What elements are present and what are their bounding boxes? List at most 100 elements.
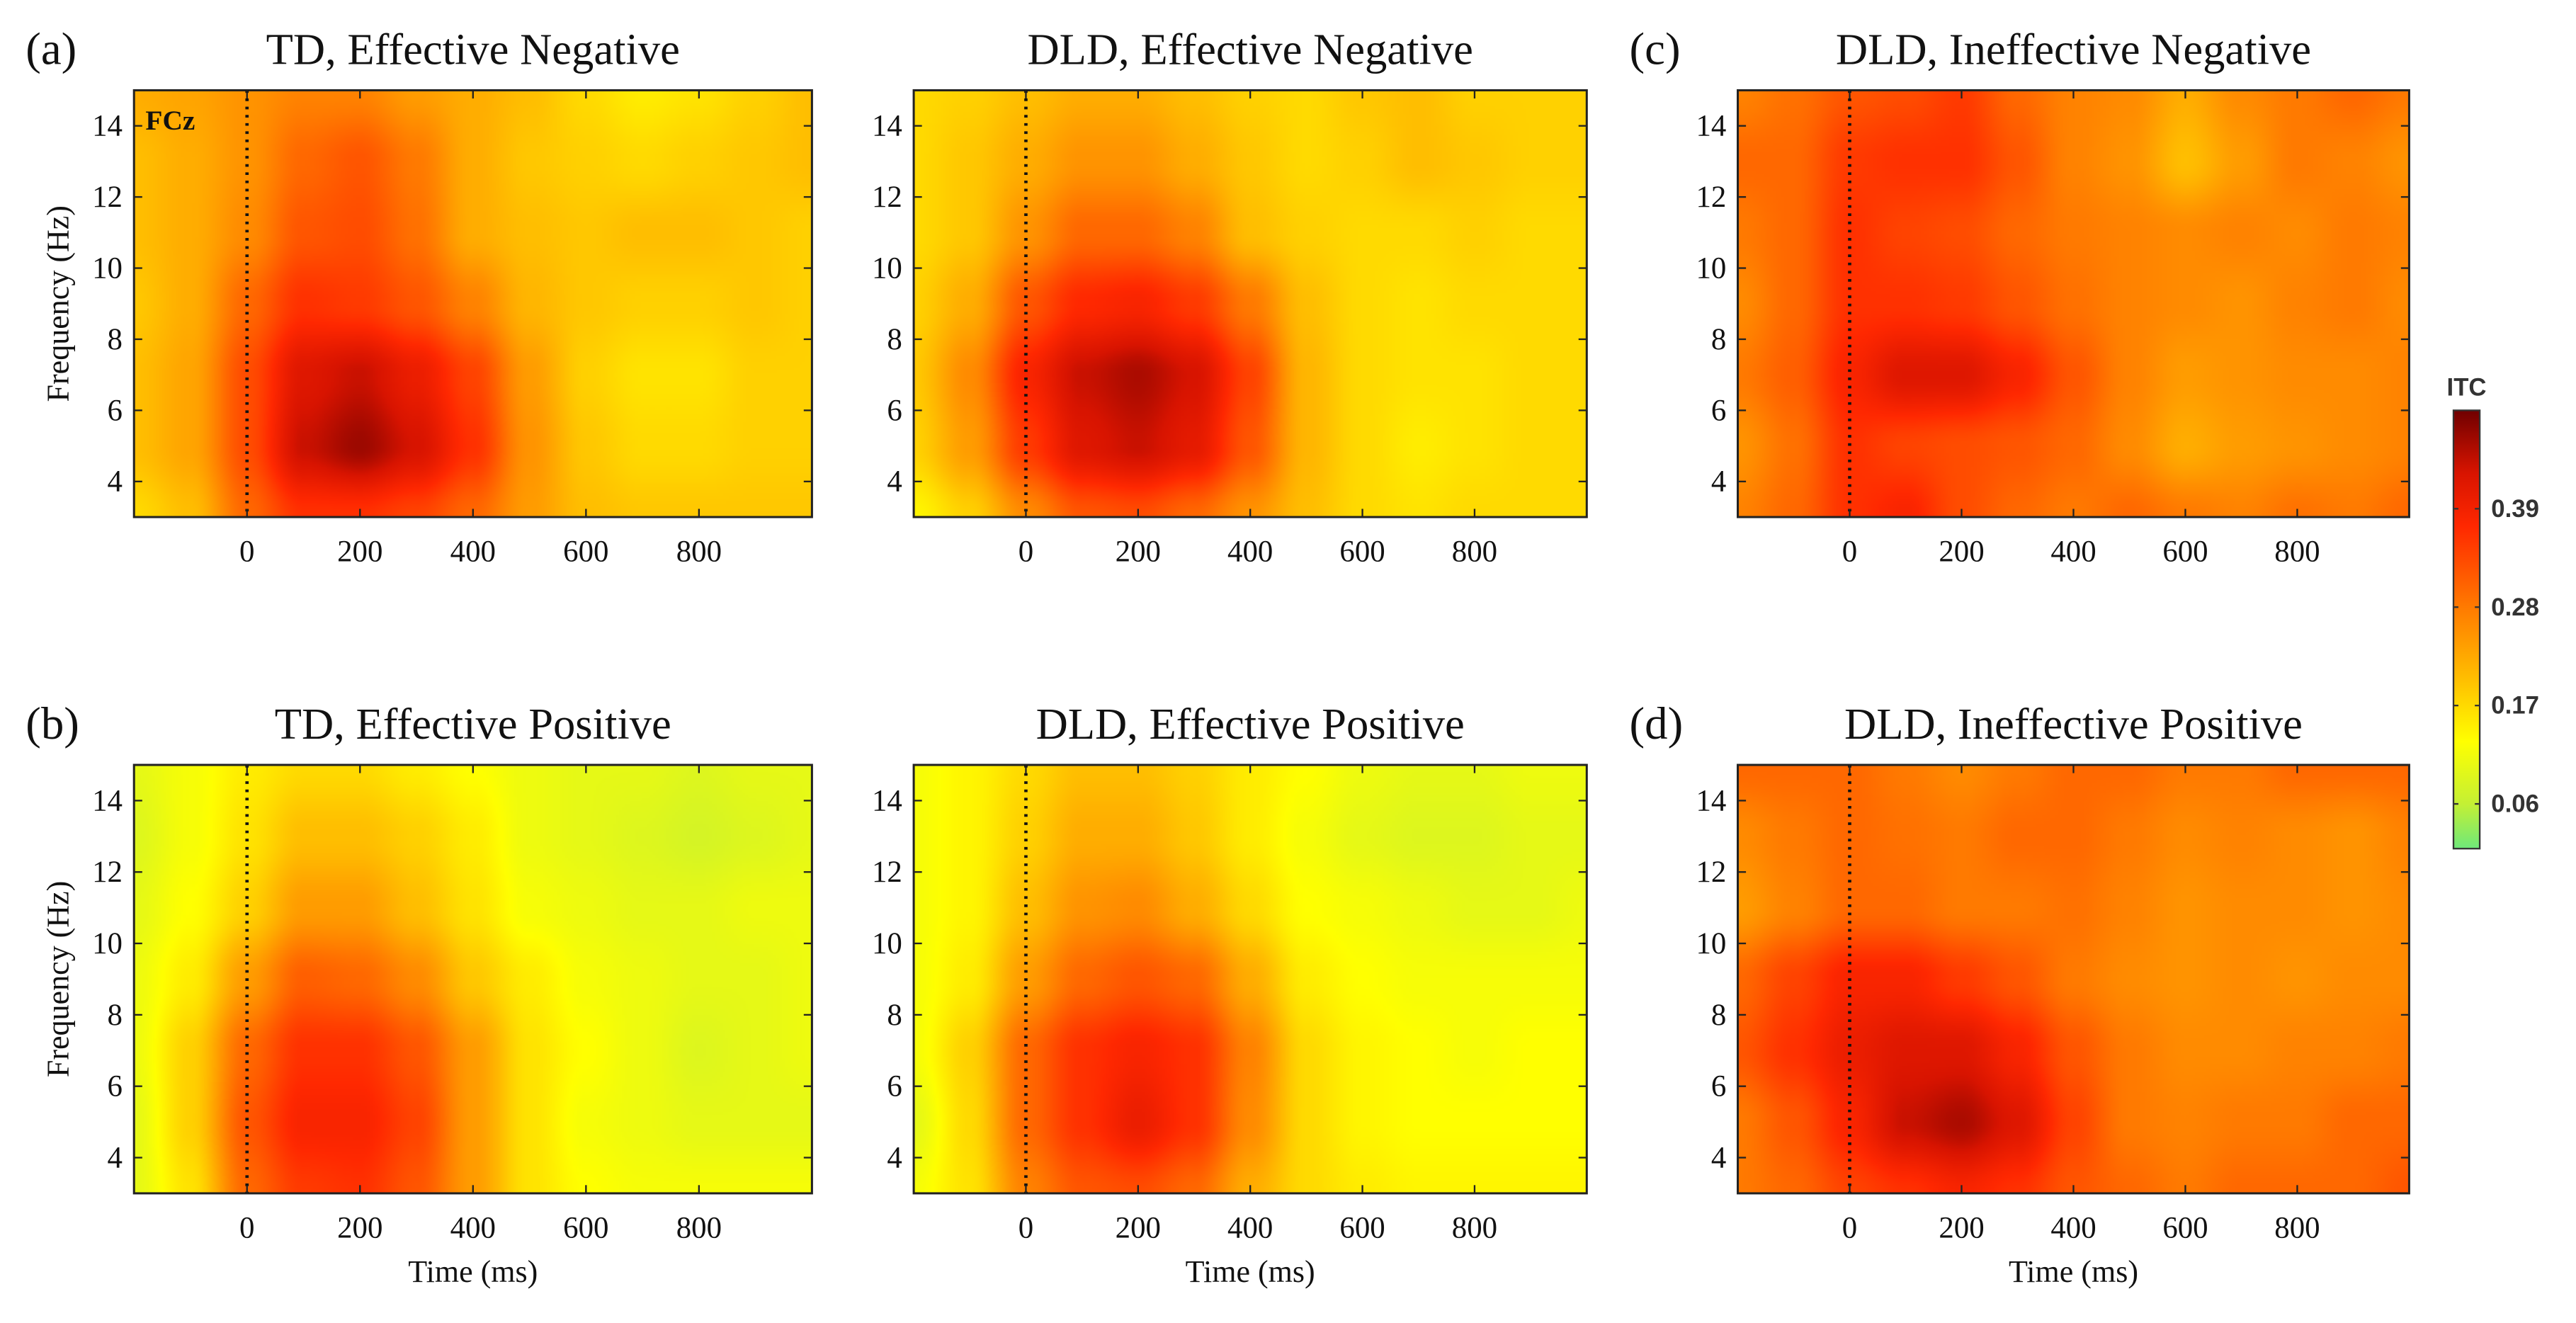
y-tick-label: 12 [92,181,123,214]
y-tick-label: 4 [887,1141,902,1174]
x-tick-label: 0 [1842,1211,1857,1244]
panel-label: (c) [1630,23,1681,74]
x-tick-label: 400 [1227,1211,1273,1244]
heatmap-image [1737,90,2410,518]
x-tick-label: 200 [1116,1211,1161,1244]
y-tick-label: 10 [92,251,123,285]
y-tick-label: 14 [872,110,902,143]
y-tick-label: 10 [1696,927,1726,960]
heatmap-image [134,765,812,1193]
x-tick-label: 0 [1019,535,1033,569]
y-axis-label: Frequency (Hz) [41,205,76,402]
y-tick-label: 6 [108,1070,123,1103]
panel-label: (d) [1630,698,1684,749]
y-tick-label: 12 [1696,181,1726,214]
y-tick-label: 6 [887,1070,902,1103]
panel-title: DLD, Effective Negative [1027,24,1473,74]
x-tick-label: 600 [1339,1211,1385,1244]
electrode-annotation: FCz [145,105,195,136]
x-tick-label: 400 [1227,535,1273,569]
x-tick-label: 200 [337,1211,382,1244]
panel-title: TD, Effective Negative [266,24,680,74]
panel-a2: 0 200 400 600 800 4 6 8 10 12 14 DLD, Effective Neg… [872,24,1588,569]
x-tick-label: 0 [1842,535,1857,569]
x-tick-label: 600 [563,1211,608,1244]
x-tick-label: 800 [676,535,722,569]
x-axis-label: Time (ms) [2009,1254,2138,1289]
heatmap-image [914,765,1587,1193]
heatmap-image [914,90,1587,518]
x-tick-label: 400 [2050,1211,2096,1244]
panel-d: 0 200 400 600 800 4 6 8 10 12 14 DLD, Ineffective P… [1630,698,2410,1289]
x-tick-label: 0 [239,535,254,569]
y-tick-label: 14 [92,110,123,143]
y-tick-label: 12 [1696,856,1726,889]
y-tick-label: 8 [1711,323,1726,356]
x-tick-label: 0 [239,1211,254,1244]
x-tick-label: 400 [450,1211,496,1244]
y-tick-label: 8 [887,999,902,1032]
heatmap-image [134,90,812,518]
y-tick-label: 6 [887,394,902,427]
x-tick-label: 0 [1019,1211,1033,1244]
x-tick-label: 400 [450,535,496,569]
x-tick-label: 800 [1452,535,1497,569]
panel-label: (b) [25,698,79,749]
x-tick-label: 200 [1939,1211,1984,1244]
x-axis-label: Time (ms) [408,1254,538,1289]
colorbar-tick-label: 0.06 [2491,791,2539,818]
y-tick-label: 14 [1696,110,1726,143]
panel-b2: 0 200 400 600 800 4 6 8 10 12 14 DLD, Effective Pos… [872,699,1588,1289]
panel-title: DLD, Effective Positive [1036,699,1465,749]
x-tick-label: 800 [1452,1211,1497,1244]
x-tick-label: 600 [2162,1211,2208,1244]
colorbar-tick-label: 0.28 [2491,594,2539,621]
y-tick-label: 12 [872,856,902,889]
y-tick-label: 4 [887,465,902,499]
y-axis-label: Frequency (Hz) [41,881,76,1077]
y-tick-label: 12 [872,181,902,214]
y-tick-label: 8 [108,323,123,356]
x-tick-label: 800 [2274,535,2320,569]
panel-title: DLD, Ineffective Negative [1836,24,2311,74]
colorbar-label: ITC [2447,375,2487,402]
y-tick-label: 4 [1711,1141,1726,1174]
panel-c: 0 200 400 600 800 4 6 8 10 12 14 DLD, Ineffective N… [1630,23,2410,569]
panel-b: 0 200 400 600 800 4 6 8 10 12 14 TD, Effective Posi… [25,698,813,1289]
y-tick-label: 6 [108,394,123,427]
x-tick-label: 200 [1116,535,1161,569]
panel-a: 0 200 400 600 800 4 6 8 10 12 14 TD, Effective Nega… [25,23,813,569]
x-tick-label: 600 [563,535,608,569]
y-tick-label: 8 [887,323,902,356]
colorbar-tick-label: 0.39 [2491,496,2539,523]
y-tick-label: 8 [108,999,123,1032]
y-tick-label: 12 [92,856,123,889]
x-tick-label: 800 [2274,1211,2320,1244]
y-tick-label: 6 [1711,1070,1726,1103]
x-tick-label: 200 [1939,535,1984,569]
colorbar-tick-label: 0.17 [2491,693,2539,720]
y-tick-label: 14 [92,784,123,817]
y-tick-label: 8 [1711,999,1726,1032]
y-tick-label: 10 [92,927,123,960]
y-tick-label: 4 [108,465,123,499]
y-tick-label: 10 [1696,251,1726,285]
x-tick-label: 800 [676,1211,722,1244]
colorbar: ITC 0.06 0.17 0.28 0.39 [2447,375,2539,850]
x-axis-label: Time (ms) [1186,1254,1315,1289]
y-tick-label: 14 [1696,784,1726,817]
panel-title: DLD, Ineffective Positive [1844,699,2303,749]
panel-title: TD, Effective Positive [275,699,671,749]
y-tick-label: 4 [108,1141,123,1174]
x-tick-label: 400 [2050,535,2096,569]
x-tick-label: 600 [2162,535,2208,569]
y-tick-label: 10 [872,927,902,960]
y-tick-label: 6 [1711,394,1726,427]
y-tick-label: 10 [872,251,902,285]
heatmap-image [1737,765,2410,1193]
x-tick-label: 200 [337,535,382,569]
y-tick-label: 4 [1711,465,1726,499]
y-tick-label: 14 [872,784,902,817]
x-tick-label: 600 [1339,535,1385,569]
